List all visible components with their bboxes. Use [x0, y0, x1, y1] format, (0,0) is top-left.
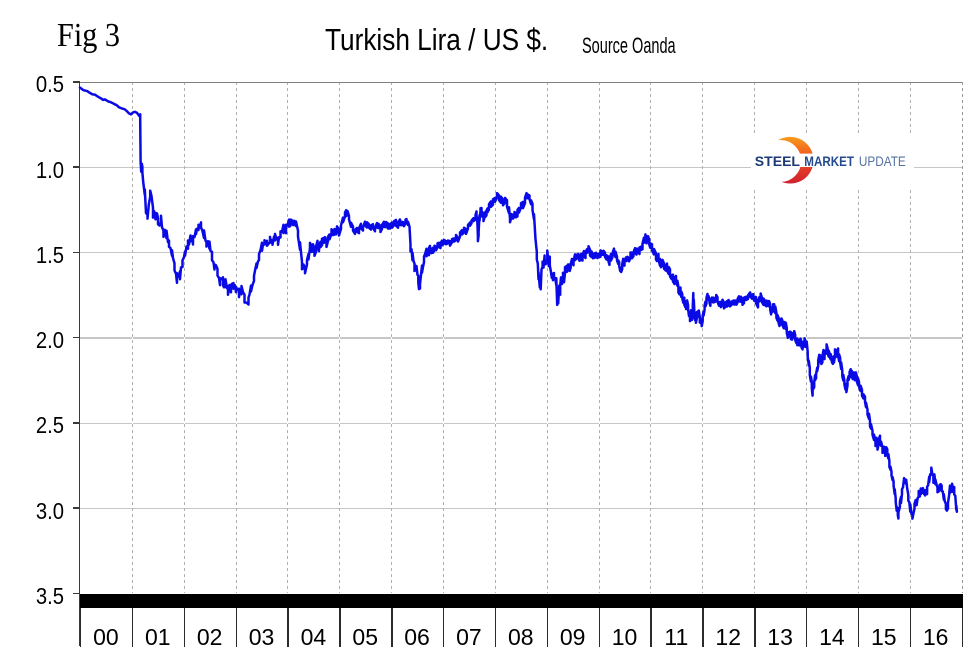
svg-text:STEEL: STEEL	[755, 153, 801, 169]
svg-text:MARKET: MARKET	[804, 153, 854, 169]
svg-text:UPDATE: UPDATE	[859, 153, 906, 169]
